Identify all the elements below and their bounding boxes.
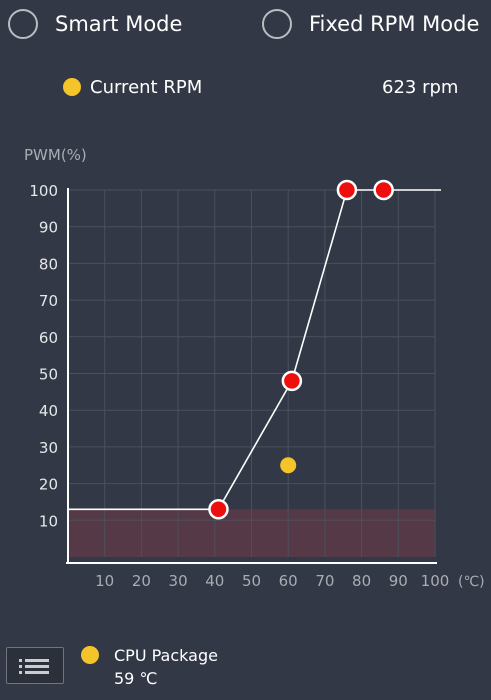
y-tick-label: 10 xyxy=(39,512,58,530)
sensor-name: CPU Package xyxy=(114,646,218,665)
curve-point-handle[interactable] xyxy=(336,179,358,201)
list-menu-icon-line xyxy=(19,671,49,674)
fixed-rpm-mode-label[interactable]: Fixed RPM Mode xyxy=(309,12,480,36)
y-tick-label: 30 xyxy=(39,439,58,457)
x-tick-label: 70 xyxy=(315,572,334,590)
fan-curve-line xyxy=(68,189,441,511)
current-rpm-value: 623 rpm xyxy=(382,77,459,98)
y-tick-label: 100 xyxy=(29,182,58,200)
curve-point-handle[interactable] xyxy=(208,499,229,520)
list-menu-icon xyxy=(19,659,49,662)
curve-point-handle[interactable] xyxy=(281,370,303,392)
curve-point-handle[interactable] xyxy=(373,179,394,201)
x-tick-label: 80 xyxy=(352,572,371,590)
current-operating-point xyxy=(280,457,297,474)
y-tick-label: 70 xyxy=(39,292,58,310)
y-axis-title: PWM(%) xyxy=(24,146,87,164)
chart-ticks: 10 20 30 40 50 60 70 80 90 100 10 20 30 40 50 60 70 80 90 1… xyxy=(29,182,484,590)
menu-button[interactable] xyxy=(6,647,64,684)
y-tick-label: 40 xyxy=(39,402,58,420)
sensor-temperature: 59 ℃ xyxy=(114,669,158,688)
list-menu-icon-line xyxy=(19,665,49,668)
cpu-package-indicator-dot xyxy=(81,646,99,664)
x-tick-label: 40 xyxy=(205,572,224,590)
x-tick-label: 20 xyxy=(132,572,151,590)
chart-axes xyxy=(66,188,437,564)
x-tick-label: 90 xyxy=(389,572,408,590)
y-tick-label: 60 xyxy=(39,329,58,347)
curve-points[interactable] xyxy=(208,179,394,520)
y-tick-label: 50 xyxy=(39,366,58,384)
smart-mode-label[interactable]: Smart Mode xyxy=(55,12,183,36)
fixed-rpm-mode-radio[interactable] xyxy=(262,9,292,39)
chart-grid xyxy=(68,189,436,557)
y-tick-label: 80 xyxy=(39,255,58,273)
y-tick-label: 20 xyxy=(39,476,58,494)
x-tick-label: 100 xyxy=(421,572,450,590)
x-axis-unit: (℃) xyxy=(458,574,485,590)
x-tick-label: 50 xyxy=(242,572,261,590)
x-tick-label: 10 xyxy=(95,572,114,590)
y-tick-label: 90 xyxy=(39,219,58,237)
current-rpm-label: Current RPM xyxy=(90,77,203,98)
x-tick-label: 60 xyxy=(279,572,298,590)
current-rpm-indicator-dot xyxy=(63,78,81,96)
x-tick-label: 30 xyxy=(169,572,188,590)
smart-mode-radio[interactable] xyxy=(8,9,38,39)
